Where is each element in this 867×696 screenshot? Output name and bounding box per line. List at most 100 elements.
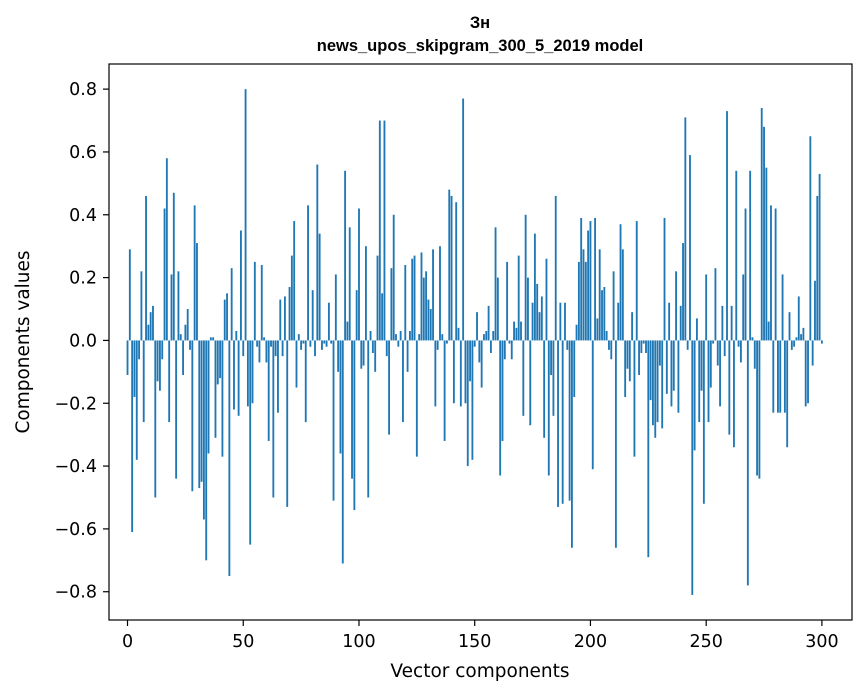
bar xyxy=(499,340,502,476)
bar xyxy=(513,321,515,341)
bar xyxy=(695,318,698,341)
bar xyxy=(404,265,407,341)
bar xyxy=(594,217,596,341)
bar xyxy=(355,290,358,341)
bar xyxy=(619,224,622,341)
bar xyxy=(413,255,416,341)
bar xyxy=(770,205,772,341)
bar xyxy=(251,340,254,404)
bar xyxy=(360,340,363,369)
bar xyxy=(464,340,467,404)
bar xyxy=(800,334,802,341)
bar xyxy=(793,340,796,347)
bar xyxy=(411,258,414,341)
bar xyxy=(501,340,504,441)
bar xyxy=(408,331,411,341)
bar xyxy=(316,164,319,341)
bar xyxy=(492,331,495,341)
bar xyxy=(418,334,421,341)
bar xyxy=(517,255,520,341)
bar xyxy=(371,340,374,353)
bar xyxy=(450,195,453,341)
bar xyxy=(545,258,548,341)
bar xyxy=(202,340,205,520)
bar xyxy=(679,305,682,341)
bar xyxy=(378,120,381,341)
bar xyxy=(814,280,816,341)
bar xyxy=(189,340,191,350)
bar xyxy=(554,195,557,341)
bar xyxy=(168,340,171,423)
bar xyxy=(756,340,759,476)
bar xyxy=(624,340,627,397)
bar xyxy=(772,340,775,413)
bar xyxy=(138,340,141,360)
bar xyxy=(200,340,203,482)
bar xyxy=(797,296,800,341)
bar xyxy=(719,340,721,407)
bar xyxy=(358,208,360,341)
bar xyxy=(557,340,559,507)
bar xyxy=(661,340,664,429)
bar xyxy=(543,340,546,438)
bar xyxy=(300,340,303,350)
bar xyxy=(614,340,617,548)
bar xyxy=(246,340,249,407)
bar xyxy=(508,340,511,344)
bar xyxy=(749,170,752,341)
x-tick-label: 150 xyxy=(458,632,491,652)
bar xyxy=(219,340,222,379)
bar xyxy=(503,340,506,360)
bar xyxy=(459,340,462,407)
bar xyxy=(422,277,425,341)
bar xyxy=(207,340,210,454)
bar xyxy=(425,271,428,341)
bar xyxy=(260,265,263,341)
bar xyxy=(638,340,640,375)
bar xyxy=(159,340,161,391)
bar xyxy=(575,324,578,341)
chart-title-line-2: news_upos_skipgram_300_5_2019 model xyxy=(317,37,644,55)
y-tick-label: −0.4 xyxy=(55,457,98,477)
y-axis-ticks: −0.8 −0.6 −0.4 −0.2 0.0 0.2 0.4 0.6 0.8 xyxy=(55,80,109,603)
bar xyxy=(209,337,212,341)
bar xyxy=(485,331,488,341)
bar xyxy=(140,271,143,341)
bar xyxy=(626,340,629,369)
bar xyxy=(304,340,307,423)
bar xyxy=(179,334,182,341)
bar xyxy=(258,340,261,363)
bar xyxy=(311,290,314,341)
bar xyxy=(811,340,814,366)
bar xyxy=(531,302,534,341)
bar xyxy=(212,337,215,341)
bar xyxy=(721,305,724,341)
bar xyxy=(577,261,580,341)
bar xyxy=(395,334,397,341)
bar xyxy=(820,340,823,344)
bar xyxy=(429,309,432,341)
bar xyxy=(538,312,541,341)
bar xyxy=(302,340,305,344)
y-axis-label: Components values xyxy=(13,250,34,433)
bar xyxy=(737,340,740,347)
bar xyxy=(564,302,566,341)
bar xyxy=(767,321,770,341)
bar xyxy=(779,340,782,413)
bar xyxy=(327,302,330,341)
bar xyxy=(163,208,166,341)
bar xyxy=(818,173,821,341)
bar xyxy=(341,340,344,564)
y-tick-label: −0.8 xyxy=(55,583,98,603)
bar xyxy=(369,331,372,341)
bar xyxy=(807,340,809,404)
bar xyxy=(443,340,446,441)
bar xyxy=(529,340,532,426)
bar xyxy=(621,249,624,341)
bar xyxy=(198,340,201,489)
bar xyxy=(582,249,585,341)
bar xyxy=(256,340,259,347)
bar xyxy=(571,340,573,548)
bar xyxy=(466,340,469,467)
bar xyxy=(476,312,478,341)
